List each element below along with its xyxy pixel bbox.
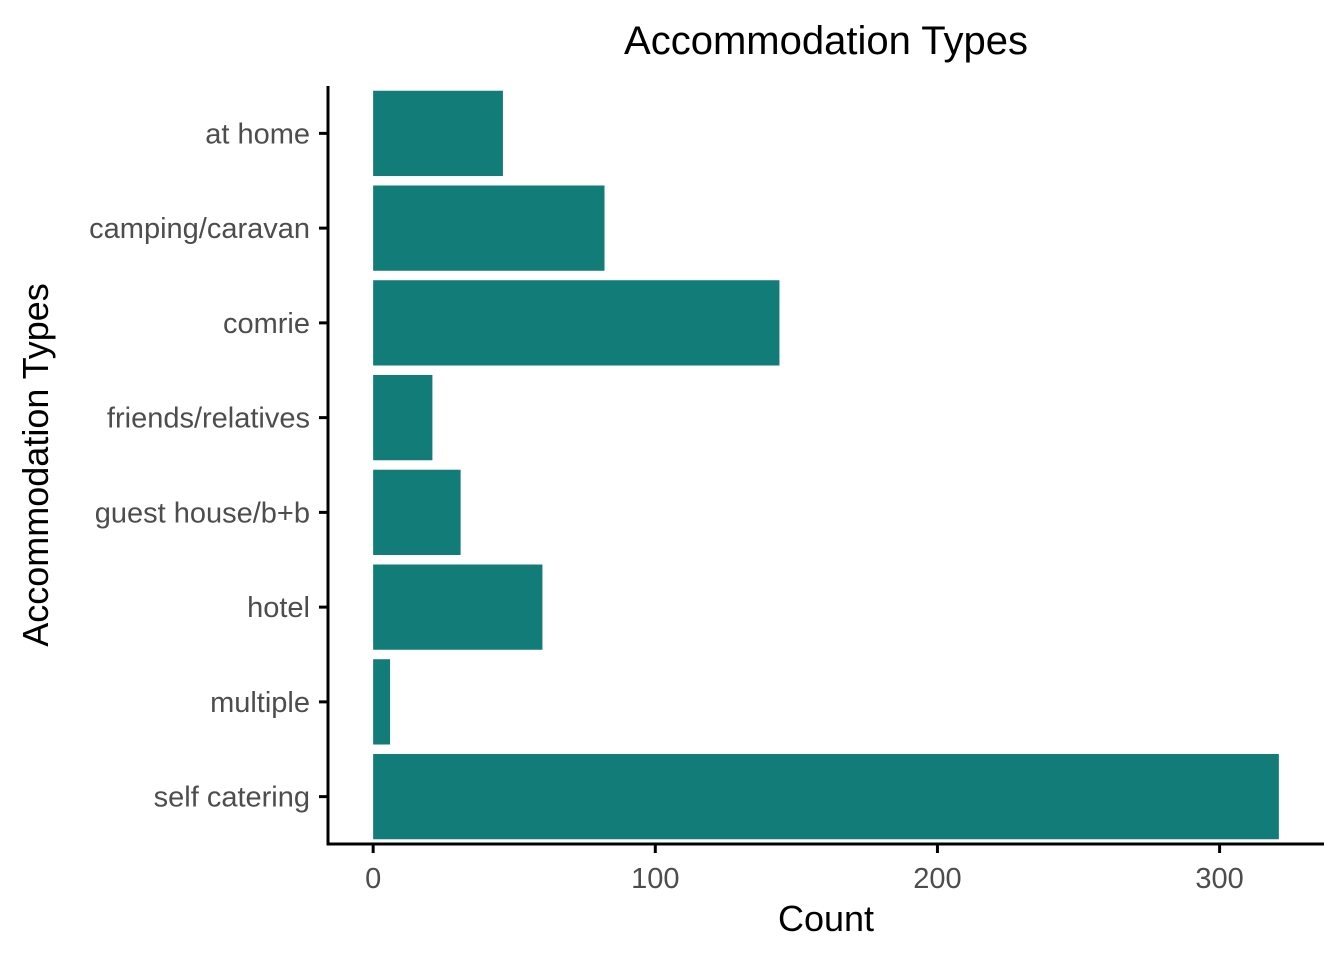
bar-camping-caravan	[373, 185, 605, 271]
bar-at-home	[373, 90, 503, 177]
x-axis-title: Count	[778, 898, 874, 939]
x-tick-label: 0	[365, 863, 381, 895]
chart-title: Accommodation Types	[624, 19, 1028, 63]
bar-multiple	[373, 659, 391, 745]
y-tick-label: self catering	[154, 782, 310, 814]
y-tick-label: hotel	[247, 592, 310, 624]
y-tick-label: comrie	[223, 308, 310, 340]
bar-guest-house-b-b	[373, 469, 461, 556]
bar-self-catering	[373, 753, 1279, 840]
bar-hotel	[373, 564, 543, 650]
x-tick-label: 200	[913, 863, 961, 895]
y-tick-label: guest house/b+b	[95, 497, 310, 529]
x-tick-label: 300	[1195, 863, 1243, 895]
axes-layer	[326, 86, 1324, 846]
y-tick-label: multiple	[210, 687, 310, 719]
bar-comrie	[373, 280, 780, 366]
y-axis-title: Accommodation Types	[15, 283, 56, 647]
ticks-layer: at home camping/caravan comrie friends/rela…	[89, 118, 1244, 895]
bars-layer	[373, 90, 1279, 840]
y-tick-label: at home	[205, 118, 310, 150]
y-tick-label: camping/caravan	[89, 213, 310, 245]
bar-friends-relatives	[373, 374, 433, 461]
y-tick-label: friends/relatives	[107, 403, 310, 435]
x-tick-label: 100	[631, 863, 679, 895]
